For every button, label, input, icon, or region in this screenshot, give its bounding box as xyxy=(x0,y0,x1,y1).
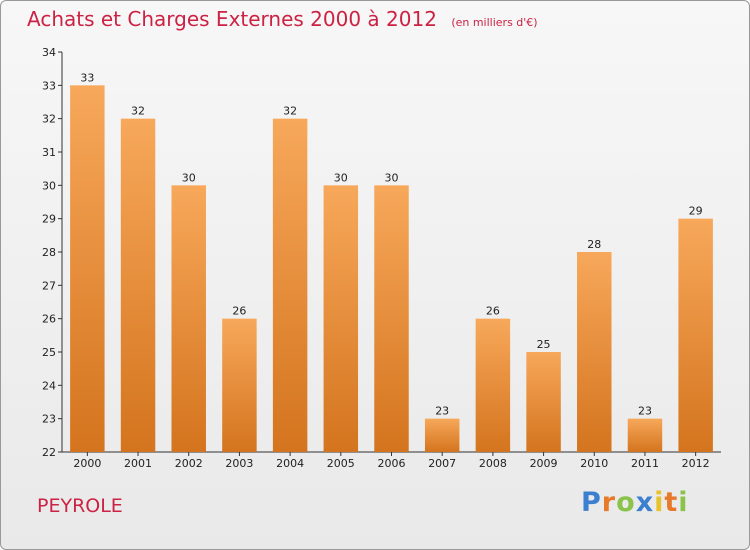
bar xyxy=(171,185,206,453)
logo-letter: P xyxy=(581,487,602,518)
x-tick-label: 2010 xyxy=(580,457,608,470)
x-tick-label: 2004 xyxy=(276,457,304,470)
y-tick-label: 27 xyxy=(42,279,56,292)
x-tick-label: 2001 xyxy=(124,457,152,470)
logo-letter: o xyxy=(616,487,636,518)
x-tick-label: 2002 xyxy=(175,457,203,470)
y-tick-label: 23 xyxy=(42,413,56,426)
title-unit: (en milliers d'€) xyxy=(451,16,538,29)
logo-letter: t xyxy=(664,487,679,518)
bar-value-label: 26 xyxy=(486,305,500,318)
logo-letter: x xyxy=(635,487,655,518)
bar-value-label: 32 xyxy=(131,105,145,118)
x-tick-label: 2012 xyxy=(682,457,710,470)
bar-value-label: 30 xyxy=(182,171,196,184)
bar-value-label: 23 xyxy=(638,405,652,418)
bar-value-label: 33 xyxy=(80,71,94,84)
x-tick-label: 2007 xyxy=(428,457,456,470)
y-tick-label: 31 xyxy=(42,146,56,159)
bar xyxy=(526,352,561,452)
x-tick-label: 2000 xyxy=(73,457,101,470)
bar-value-label: 29 xyxy=(689,205,703,218)
bar xyxy=(272,118,308,453)
bar-value-label: 32 xyxy=(283,105,297,118)
bar xyxy=(424,418,460,452)
y-tick-label: 33 xyxy=(42,79,56,92)
title-main: Achats et Charges Externes 2000 à 2012 xyxy=(27,7,437,31)
y-tick-label: 32 xyxy=(42,113,56,126)
location-label: PEYROLE xyxy=(37,495,123,517)
chart-title: Achats et Charges Externes 2000 à 2012 (… xyxy=(27,7,538,31)
bar xyxy=(323,185,359,453)
logo-letter: i xyxy=(678,487,689,518)
bar-value-label: 23 xyxy=(435,405,449,418)
x-tick-label: 2011 xyxy=(631,457,659,470)
y-tick-label: 29 xyxy=(42,213,56,226)
bar-value-label: 25 xyxy=(537,338,551,351)
logo-letter: r xyxy=(601,487,617,518)
y-tick-label: 30 xyxy=(42,179,56,192)
bar xyxy=(475,318,511,452)
y-tick-label: 25 xyxy=(42,346,56,359)
x-tick-label: 2006 xyxy=(378,457,406,470)
bar-value-label: 28 xyxy=(587,238,601,251)
bar xyxy=(627,418,663,452)
y-tick-label: 34 xyxy=(42,46,56,59)
y-tick-label: 26 xyxy=(42,313,56,326)
bar xyxy=(120,118,156,453)
bar-value-label: 26 xyxy=(232,305,246,318)
bar xyxy=(374,185,409,453)
bar-value-label: 30 xyxy=(334,171,348,184)
x-tick-label: 2008 xyxy=(479,457,507,470)
bar xyxy=(70,85,105,452)
bar xyxy=(222,318,257,452)
y-tick-label: 24 xyxy=(42,379,56,392)
y-tick-label: 22 xyxy=(42,446,56,459)
bar xyxy=(577,252,612,452)
logo-letter: i xyxy=(654,487,665,518)
x-tick-label: 2005 xyxy=(327,457,355,470)
y-tick-label: 28 xyxy=(42,246,56,259)
bar xyxy=(678,218,713,452)
x-tick-label: 2003 xyxy=(225,457,253,470)
bar-value-label: 30 xyxy=(385,171,399,184)
x-tick-label: 2009 xyxy=(530,457,558,470)
proxiti-logo: Proxiti xyxy=(581,487,689,518)
